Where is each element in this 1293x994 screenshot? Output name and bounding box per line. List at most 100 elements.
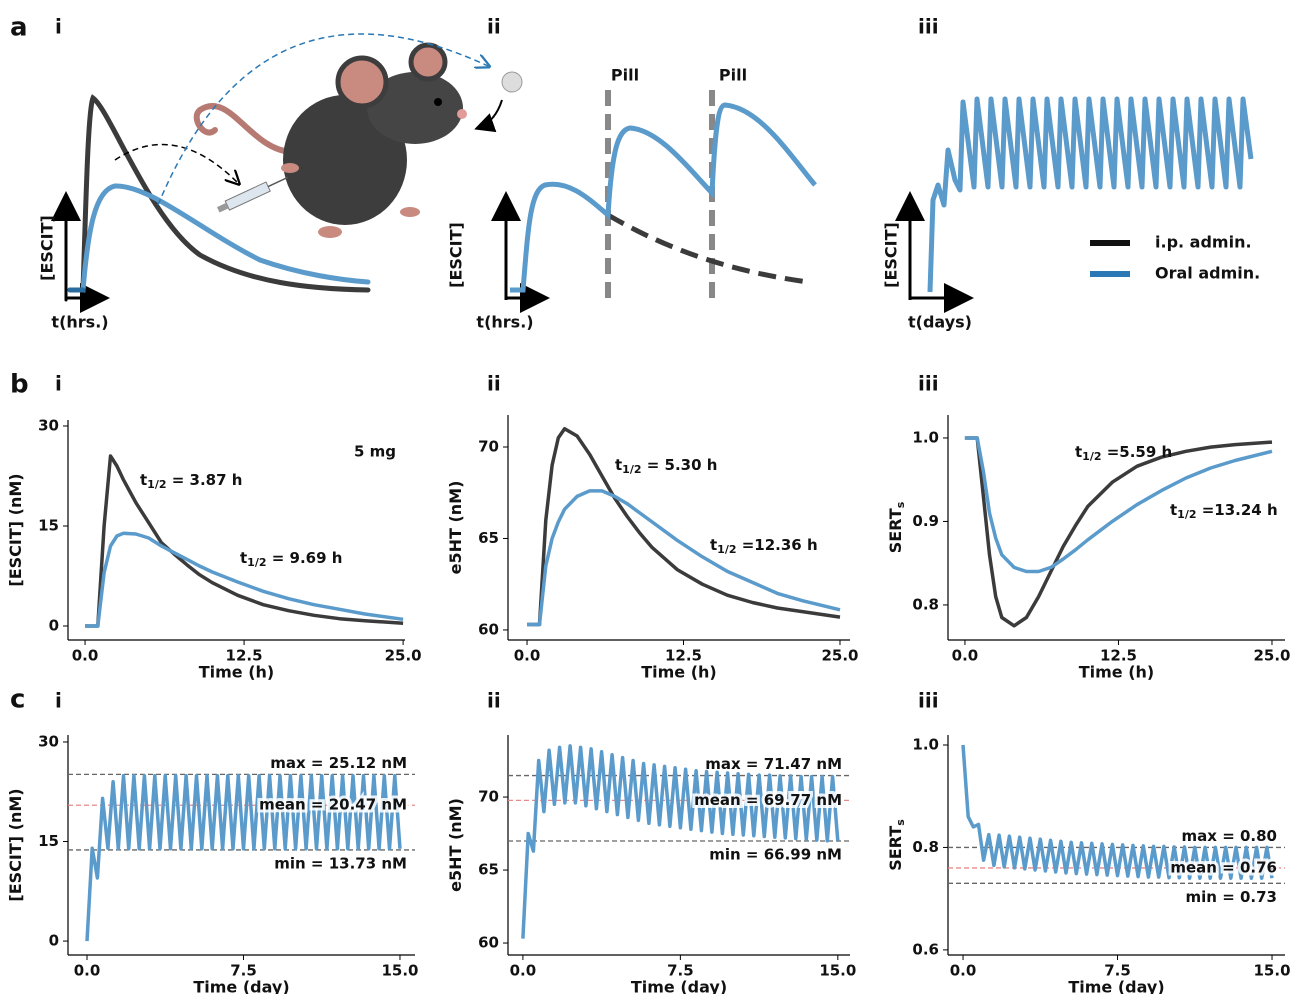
reference-label: mean = 0.76 bbox=[1170, 858, 1277, 876]
subpanel-label: ii bbox=[487, 15, 501, 39]
y-tick-label: 0.6 bbox=[912, 940, 939, 958]
arrow bbox=[474, 99, 503, 133]
annotation-sub: 1/2 bbox=[147, 478, 166, 491]
x-tick-label: 0.0 bbox=[950, 962, 977, 980]
annotation-base: t bbox=[710, 536, 717, 554]
annotation-base: t bbox=[615, 456, 622, 474]
subpanel-label: ii bbox=[487, 372, 501, 396]
annotation-sub: 1/2 bbox=[247, 556, 266, 569]
y-tick-label: 0.8 bbox=[912, 595, 939, 613]
x-tick-label: 0.0 bbox=[510, 962, 537, 980]
y-axis-label-sub: s bbox=[894, 819, 907, 826]
line-series bbox=[527, 489, 841, 627]
x-tick-label: 15.0 bbox=[1254, 962, 1291, 980]
annotation-base: t bbox=[1170, 501, 1177, 519]
x-tick-label: 25.0 bbox=[821, 647, 858, 665]
y-axis-label-text: [ESCIT] (nM) bbox=[6, 788, 25, 901]
annotation: t1/2 =13.24 h bbox=[1170, 501, 1278, 522]
x-tick-label: 7.5 bbox=[230, 962, 257, 980]
x-tick-label: 0.0 bbox=[514, 647, 541, 665]
y-tick-label: 0 bbox=[49, 617, 59, 635]
annotation: t1/2 = 9.69 h bbox=[240, 549, 342, 570]
y-tick-label: 65 bbox=[478, 529, 499, 547]
axis-label: t(hrs.) bbox=[476, 313, 533, 332]
y-tick-label: 70 bbox=[478, 438, 499, 456]
y-axis-label: e5HT (nM) bbox=[446, 481, 465, 575]
reference-label: mean = 20.47 nM bbox=[259, 796, 407, 814]
x-axis-label: Time (day) bbox=[193, 978, 289, 994]
reference-label: min = 13.73 nM bbox=[274, 854, 407, 872]
annotation-sub: 1/2 bbox=[622, 463, 641, 476]
x-tick-label: 7.5 bbox=[1104, 962, 1131, 980]
schematic-a-i bbox=[51, 94, 371, 313]
y-tick-label: 70 bbox=[478, 788, 499, 806]
y-tick-label: 15 bbox=[38, 517, 59, 535]
annotation-text: = 5.30 h bbox=[642, 456, 718, 474]
y-tick-label: 30 bbox=[38, 417, 59, 435]
x-tick-label: 7.5 bbox=[667, 962, 694, 980]
x-axis-label: Time (h) bbox=[1079, 663, 1155, 682]
axis-label: t(hrs.) bbox=[51, 313, 108, 332]
y-tick-label: 1.0 bbox=[912, 428, 939, 446]
arrow bbox=[114, 143, 238, 183]
x-tick-label: 0.0 bbox=[72, 647, 99, 665]
x-tick-label: 25.0 bbox=[1253, 647, 1290, 665]
annotation-text: =12.36 h bbox=[737, 536, 818, 554]
pill-label: Pill bbox=[611, 66, 639, 85]
y-tick-label: 0.8 bbox=[912, 838, 939, 856]
annotation-text: =5.59 h bbox=[1102, 443, 1173, 461]
annotation-sub: 1/2 bbox=[717, 543, 736, 556]
annotation-base: t bbox=[1075, 443, 1082, 461]
y-tick-label: 60 bbox=[478, 620, 499, 638]
y-axis-label: SERTs bbox=[886, 501, 908, 553]
annotation-sub: 1/2 bbox=[1082, 450, 1101, 463]
line-series bbox=[521, 744, 840, 939]
annotation: t1/2 = 5.30 h bbox=[615, 456, 717, 477]
subpanel-label: i bbox=[55, 689, 62, 713]
panel-label: a bbox=[10, 13, 28, 43]
x-axis-label: Time (day) bbox=[631, 978, 727, 994]
x-tick-label: 12.5 bbox=[226, 647, 263, 665]
subpanel-label: iii bbox=[918, 372, 939, 396]
y-tick-label: 0.9 bbox=[912, 512, 939, 530]
y-axis-label: e5HT (nM) bbox=[446, 798, 465, 892]
annotation-text: =13.24 h bbox=[1197, 501, 1278, 519]
annotation-sub: 1/2 bbox=[1177, 508, 1196, 521]
x-tick-label: 0.0 bbox=[74, 962, 101, 980]
annotation: t1/2 =5.59 h bbox=[1075, 443, 1172, 464]
annotation: t1/2 =12.36 h bbox=[710, 536, 818, 557]
subpanel-label: iii bbox=[918, 15, 939, 39]
x-tick-label: 25.0 bbox=[385, 647, 422, 665]
reference-label: max = 0.80 bbox=[1182, 827, 1277, 845]
mouse-illustration bbox=[193, 42, 467, 238]
y-tick-label: 60 bbox=[478, 934, 499, 952]
y-tick-label: 15 bbox=[38, 832, 59, 850]
reference-label: mean = 69.77 nM bbox=[694, 791, 842, 809]
axis-label: t(days) bbox=[908, 313, 972, 332]
legend-label: Oral admin. bbox=[1155, 264, 1260, 283]
x-tick-label: 12.5 bbox=[665, 647, 702, 665]
y-axis-label: SERTs bbox=[886, 819, 908, 871]
reference-label: min = 66.99 nM bbox=[709, 845, 842, 863]
y-axis-label-sub: s bbox=[894, 501, 907, 508]
panel-label: c bbox=[10, 685, 25, 715]
y-tick-label: 0 bbox=[49, 932, 59, 950]
y-tick-label: 30 bbox=[38, 732, 59, 750]
subpanel-label: ii bbox=[487, 689, 501, 713]
axis-label: [ESCIT] bbox=[447, 222, 466, 288]
y-axis-label-text: [ESCIT] (nM) bbox=[6, 473, 25, 586]
subpanel-label: iii bbox=[918, 689, 939, 713]
line-series bbox=[85, 531, 404, 628]
reference-label: min = 0.73 bbox=[1186, 888, 1277, 906]
annotation-base: t bbox=[140, 471, 147, 489]
y-axis-label-text: e5HT (nM) bbox=[446, 481, 465, 575]
axis-label: [ESCIT] bbox=[38, 215, 57, 281]
schematic-a-iii bbox=[895, 96, 1254, 313]
subpanel-label: i bbox=[55, 372, 62, 396]
line-series bbox=[964, 436, 1273, 574]
panel-label: b bbox=[10, 370, 29, 400]
x-axis-label: Time (day) bbox=[1068, 978, 1164, 994]
annotation-base: t bbox=[240, 549, 247, 567]
pill-label: Pill bbox=[719, 66, 747, 85]
syringe bbox=[217, 176, 289, 213]
